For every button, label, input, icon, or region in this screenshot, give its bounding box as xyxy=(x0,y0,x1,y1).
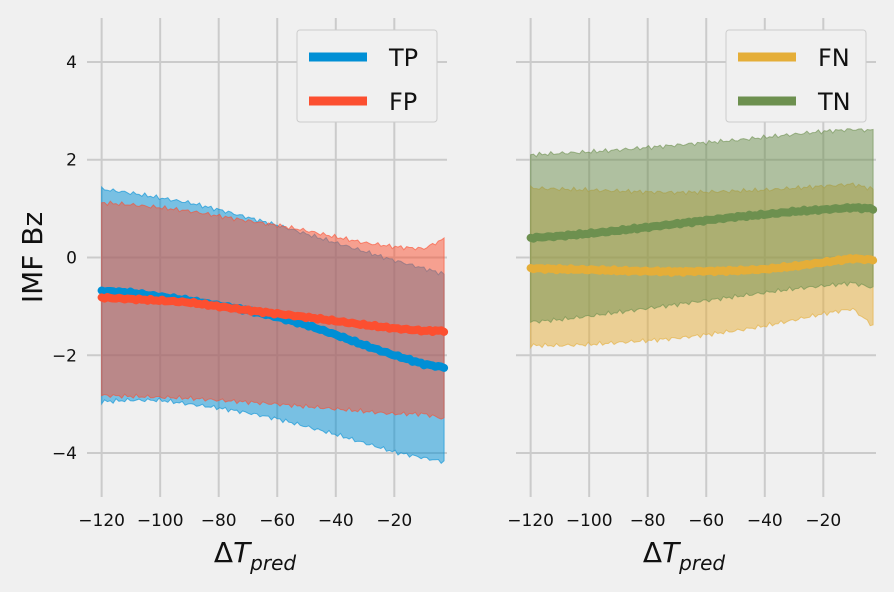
x-tick-label: −60 xyxy=(688,511,724,531)
legend-label-fp: FP xyxy=(389,88,417,116)
y-tick-label: 4 xyxy=(66,53,77,73)
x-axis-label-subscript: pred xyxy=(249,551,296,575)
x-axis-label: ΔTpred xyxy=(643,536,725,575)
x-axis-label-subscript: pred xyxy=(678,551,725,575)
x-tick-label: −60 xyxy=(259,511,295,531)
x-tick-label: −20 xyxy=(376,511,412,531)
line-fp xyxy=(97,293,449,336)
x-axis-label: ΔTpred xyxy=(214,536,296,575)
y-tick-label: 2 xyxy=(66,151,77,171)
legend-label-tp: TP xyxy=(388,44,418,72)
x-axis-label-delta: Δ xyxy=(214,536,233,569)
right-panel: −120 −100 −80 −60 −40 −20 ΔTpred FN TN xyxy=(507,18,878,575)
y-axis-label: IMF Bz xyxy=(16,212,49,303)
legend-label-tn: TN xyxy=(817,88,851,116)
x-tick-label: −100 xyxy=(137,511,184,531)
line-fn xyxy=(526,254,878,277)
x-tick-label: −20 xyxy=(805,511,841,531)
x-axis-label-delta: Δ xyxy=(643,536,662,569)
x-tick-label: −100 xyxy=(566,511,613,531)
x-tick-label: −40 xyxy=(318,511,354,531)
line-tn xyxy=(526,203,878,243)
y-tick-label: −2 xyxy=(52,346,77,366)
legend-label-fn: FN xyxy=(818,44,850,72)
x-tick-label: −80 xyxy=(630,511,666,531)
x-tick-label: −80 xyxy=(201,511,237,531)
y-tick-label: −4 xyxy=(52,444,77,464)
y-tick-label: 0 xyxy=(66,249,77,269)
x-axis-label-t: T xyxy=(233,536,252,569)
x-tick-label: −40 xyxy=(747,511,783,531)
x-tick-label: −120 xyxy=(78,511,125,531)
x-axis-label-t: T xyxy=(662,536,681,569)
x-tick-label: −120 xyxy=(507,511,554,531)
